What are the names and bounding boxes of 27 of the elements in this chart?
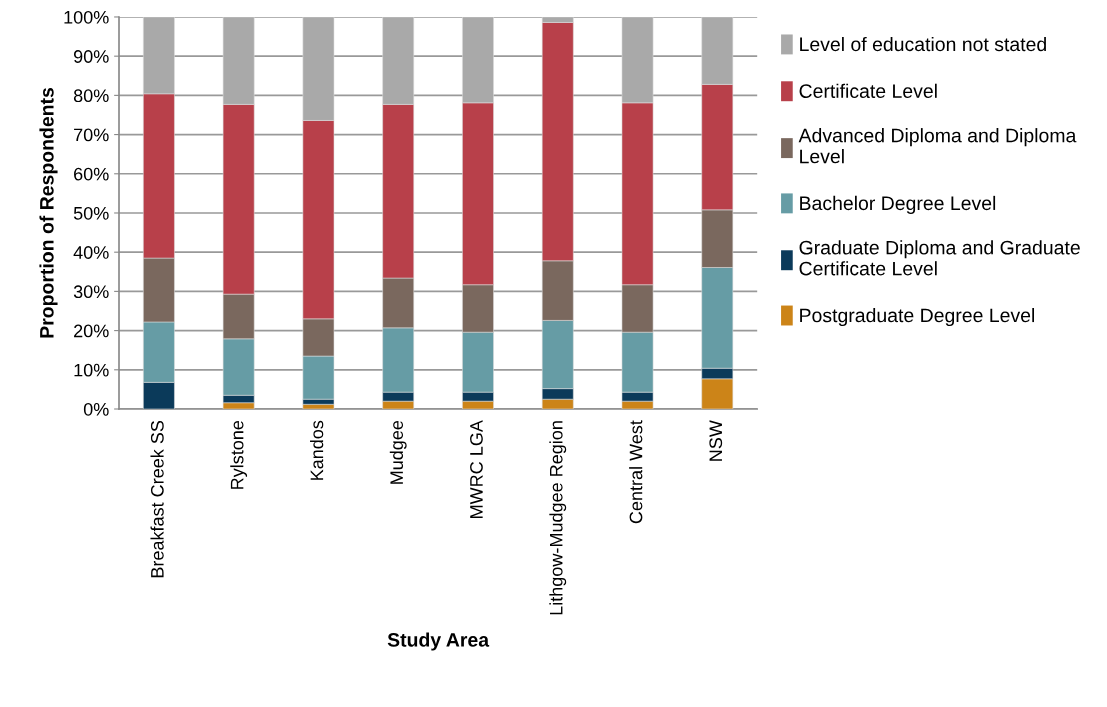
y-tick-label: 80%	[73, 89, 109, 103]
x-tick-label: NSW	[709, 420, 723, 461]
legend-label: Level of education not stated	[800, 36, 1046, 52]
y-tick-label: 50%	[73, 206, 109, 220]
x-axis-title: Study Area	[387, 632, 490, 651]
y-tick-label: 10%	[74, 363, 109, 377]
legend-label: Graduate Diploma and Graduate Certificate Level	[799, 240, 1080, 276]
y-tick-label: 20%	[74, 324, 109, 338]
x-tick-label: Kandos	[310, 420, 324, 480]
y-tick-label: 70%	[74, 128, 109, 142]
y-tick-label: 60%	[74, 167, 109, 181]
x-tick-label: Breakfast Creek SS	[150, 420, 164, 578]
y-tick-label: 30%	[73, 285, 109, 299]
x-tick-label: Lithgow-Mudgee Region	[549, 421, 567, 615]
x-tick-label: Central West	[629, 420, 643, 524]
legend-label: Postgraduate Degree Level	[800, 307, 1034, 327]
y-axis-title: Proportion of Respondents	[39, 87, 58, 338]
y-tick-label: 40%	[73, 246, 109, 259]
y-tick-label: 0%	[83, 402, 109, 416]
y-tick-label: 100%	[64, 10, 109, 24]
x-tick-label: Rylstone	[230, 420, 248, 489]
x-tick-label: Mudgee	[389, 420, 407, 484]
x-tick-label: MWRC LGA	[470, 420, 483, 518]
legend-label: Certificate Level	[799, 83, 937, 98]
legend-label: Advanced Diploma and Diploma Level	[798, 128, 1077, 164]
legend-label: Bachelor Degree Level	[800, 195, 996, 214]
y-tick-label: 90%	[73, 50, 109, 63]
